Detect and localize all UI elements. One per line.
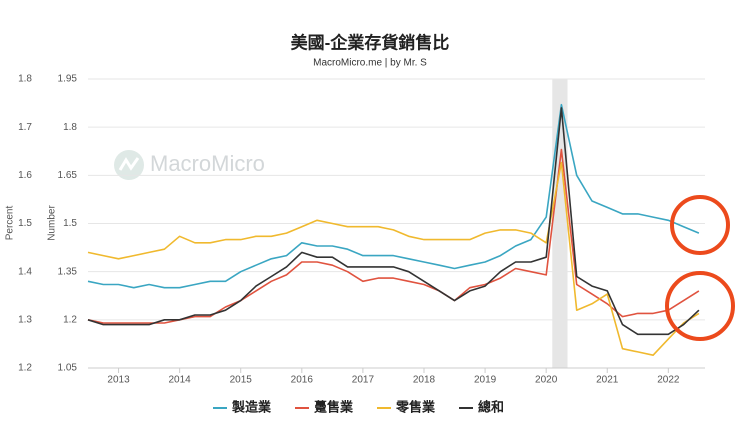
x-tick-label: 2019 [474, 375, 497, 386]
y-tick-label: 1.2 [18, 363, 32, 374]
y-tick-label: 1.7 [18, 122, 32, 133]
y2-tick-label: 1.35 [58, 266, 78, 277]
y-tick-label: 1.8 [18, 74, 32, 85]
y2-tick-label: 1.5 [63, 218, 77, 229]
y2-axis-title: Number [47, 205, 58, 241]
x-tick-label: 2020 [535, 375, 558, 386]
x-tick-label: 2014 [169, 375, 192, 386]
watermark-icon-mark [118, 157, 140, 171]
y-tick-label: 1.4 [18, 266, 32, 277]
x-tick-label: 2015 [230, 375, 253, 386]
legend-item: 零售業 [377, 399, 436, 414]
x-tick-label: 2018 [413, 375, 436, 386]
y2-tick-label: 1.8 [63, 122, 77, 133]
legend-item: 製造業 [213, 399, 272, 414]
legend-item: 總和 [459, 399, 504, 414]
y2-tick-label: 1.05 [58, 363, 78, 374]
watermark: MacroMicro [114, 150, 265, 180]
y-tick-label: 1.5 [18, 218, 32, 229]
y-tick-label: 1.3 [18, 314, 32, 325]
x-tick-label: 2013 [107, 375, 130, 386]
chart-subtitle: MacroMicro.me | by Mr. S [313, 58, 427, 69]
x-tick-label: 2022 [657, 375, 680, 386]
legend: 製造業 躉售業 零售業 總和 [213, 399, 504, 414]
x-tick-label: 2017 [352, 375, 375, 386]
x-tick-label: 2016 [291, 375, 314, 386]
y-tick-label: 1.6 [18, 170, 32, 181]
y2-tick-label: 1.2 [63, 314, 77, 325]
legend-label: 總和 [478, 399, 504, 414]
legend-label: 躉售業 [313, 399, 354, 414]
y-axis-title: Percent [5, 206, 16, 241]
legend-label: 零售業 [395, 399, 436, 414]
legend-item: 躉售業 [295, 399, 354, 414]
plot-area: 1.2 1.3 1.4 1.5 1.6 1.7 1.8 1.05 1.2 1.35 1.5 1.65 1… [18, 74, 705, 386]
series-line [87, 148, 700, 324]
series-line [87, 103, 700, 289]
legend-label: 製造業 [231, 399, 272, 414]
y2-tick-label: 1.95 [58, 74, 78, 85]
x-tick-label: 2021 [596, 375, 619, 386]
annotation-circle [665, 271, 735, 341]
series-line [87, 161, 700, 356]
chart-title: 美國-企業存貨銷售比 [291, 32, 450, 52]
watermark-text: MacroMicro [150, 151, 265, 176]
annotation-circles [665, 195, 735, 341]
annotation-circle [670, 195, 730, 255]
series-line [87, 107, 700, 336]
y2-tick-label: 1.65 [58, 170, 78, 181]
